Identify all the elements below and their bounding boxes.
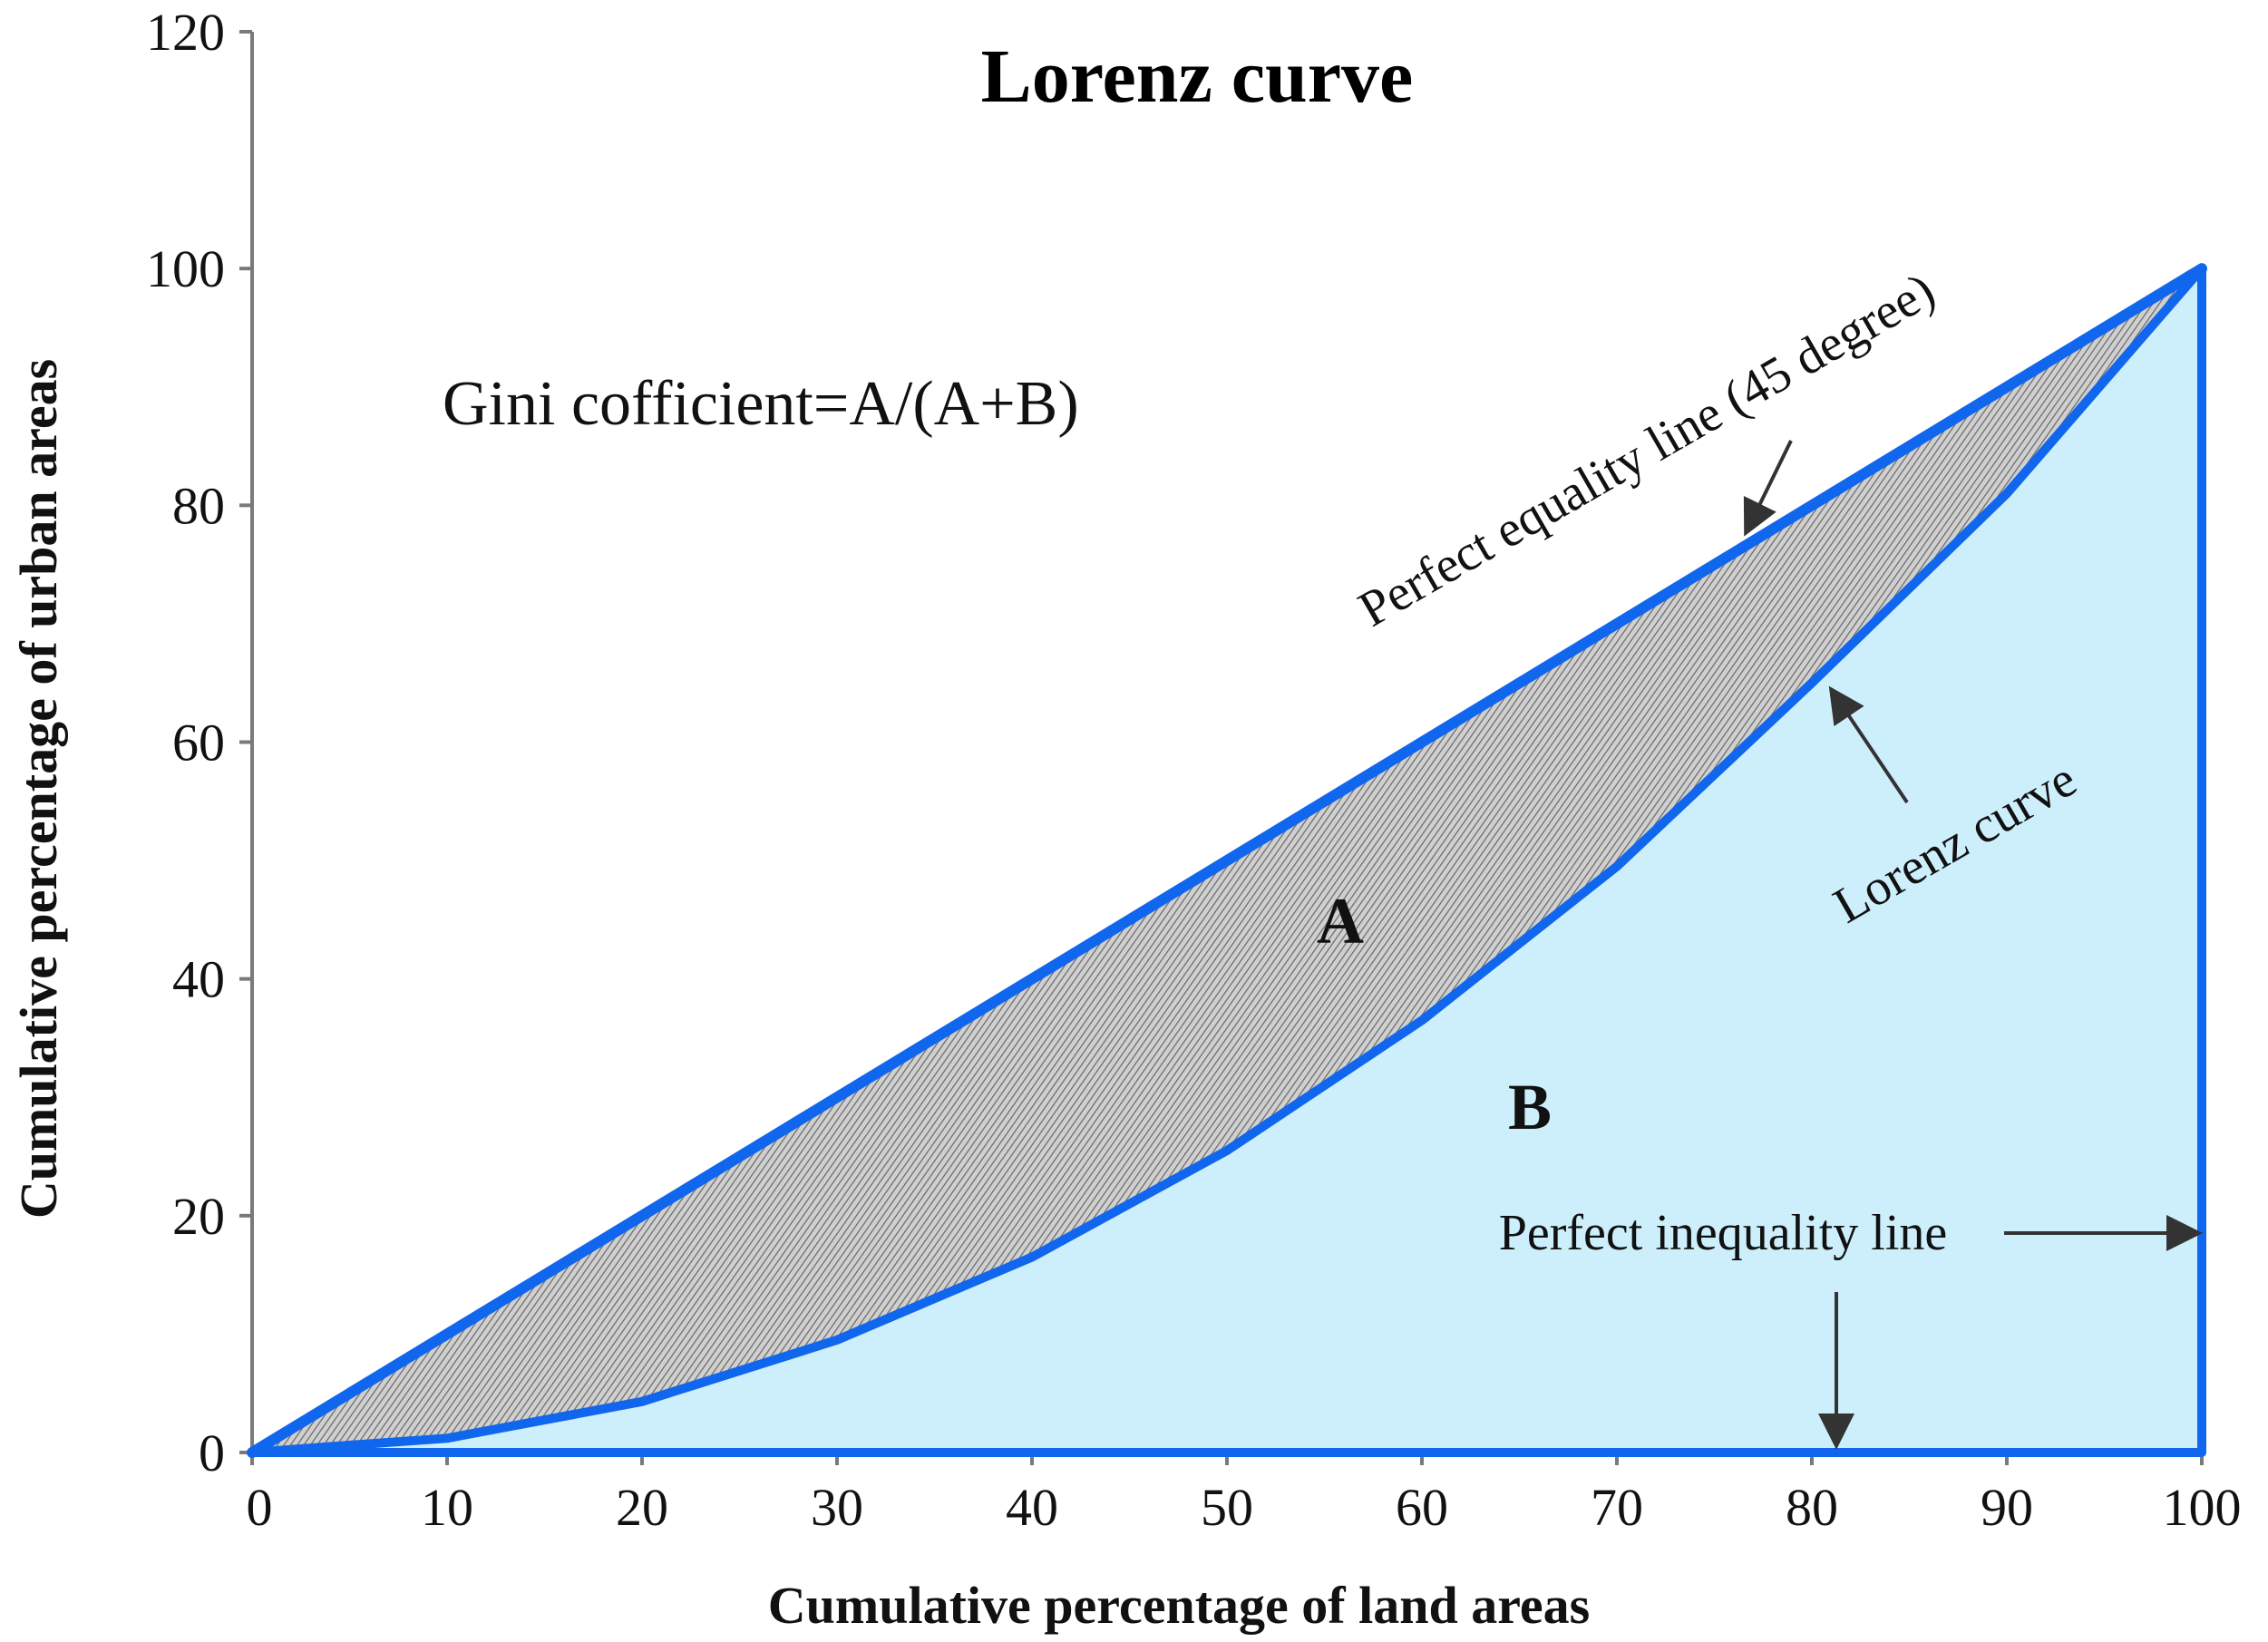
perfect-inequality-line bbox=[252, 268, 2206, 1457]
chart-title: Lorenz curve bbox=[981, 34, 1414, 119]
x-axis-title: Cumulative percentage of land areas bbox=[768, 1576, 1590, 1635]
y-tick-label: 120 bbox=[146, 3, 225, 62]
equality-arrow bbox=[1743, 440, 1793, 537]
lorenz-curve-line bbox=[248, 264, 2206, 1457]
region-b-label: B bbox=[1508, 1071, 1552, 1143]
y-tick-label: 60 bbox=[172, 714, 225, 772]
x-tick-label: 0 bbox=[247, 1478, 273, 1537]
x-tick-label: 80 bbox=[1786, 1478, 1838, 1537]
region-a-label: A bbox=[1317, 885, 1364, 957]
x-ticks: 0 10 20 30 40 50 60 70 80 90 100 bbox=[247, 1453, 2242, 1537]
x-tick-label: 50 bbox=[1201, 1478, 1253, 1537]
x-tick-label: 30 bbox=[811, 1478, 863, 1537]
y-tick-label: 0 bbox=[199, 1423, 225, 1482]
x-tick-label: 90 bbox=[1981, 1478, 2033, 1537]
x-tick-label: 20 bbox=[616, 1478, 668, 1537]
inequality-line-label: Perfect inequality line bbox=[1499, 1205, 1947, 1261]
axes: 0 20 40 60 80 100 120 0 10 20 30 40 50 60 70 80 90 100 bbox=[146, 3, 2242, 1537]
x-tick-label: 40 bbox=[1006, 1478, 1058, 1537]
gini-formula: Gini cofficient=A/(A+B) bbox=[443, 369, 1079, 439]
series-lines bbox=[247, 263, 2207, 1458]
y-ticks: 0 20 40 60 80 100 120 bbox=[146, 3, 252, 1482]
perfect-equality-line bbox=[247, 263, 2207, 1458]
x-tick-label: 60 bbox=[1396, 1478, 1448, 1537]
y-axis-title: Cumulative percentage of urban areas bbox=[9, 359, 68, 1219]
y-tick-label: 40 bbox=[172, 950, 225, 1009]
y-tick-label: 20 bbox=[172, 1187, 225, 1246]
annotation-arrows bbox=[1743, 440, 2203, 1450]
x-tick-label: 100 bbox=[2163, 1478, 2242, 1537]
y-tick-label: 80 bbox=[172, 476, 225, 535]
x-tick-label: 10 bbox=[421, 1478, 473, 1537]
region-b-fill bbox=[252, 268, 2202, 1453]
x-tick-label: 70 bbox=[1591, 1478, 1643, 1537]
lorenz-arrow bbox=[1828, 685, 1909, 804]
y-tick-label: 100 bbox=[146, 239, 225, 298]
